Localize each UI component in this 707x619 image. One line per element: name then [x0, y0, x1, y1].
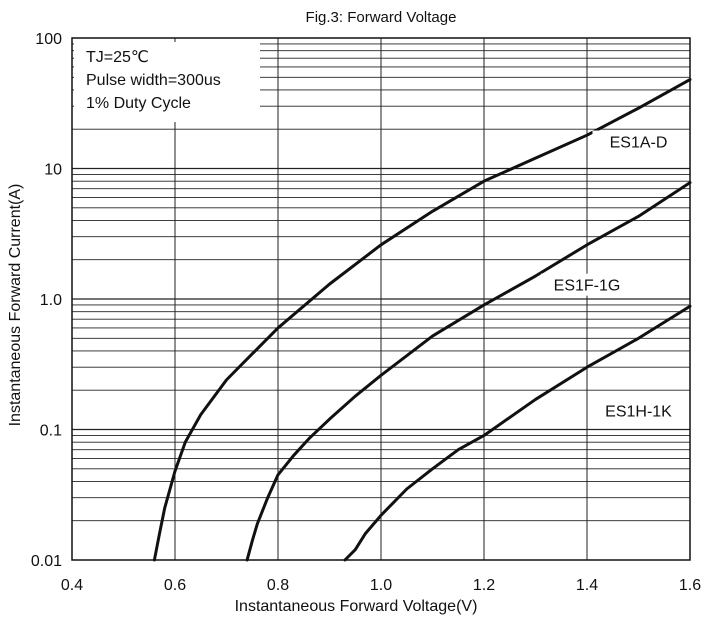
- chart-title: Fig.3: Forward Voltage: [306, 9, 457, 26]
- legend-condition: Pulse width=300us: [86, 72, 221, 89]
- series-label-background: [592, 130, 685, 153]
- grid: [72, 38, 690, 560]
- legend-condition: TJ=25℃: [86, 49, 149, 66]
- y-tick-label: 1.0: [40, 292, 62, 309]
- y-tick-label: 100: [35, 31, 62, 48]
- series-label-background: [592, 399, 685, 422]
- series-label: ES1H-1K: [605, 404, 672, 421]
- series-line: [245, 181, 692, 562]
- x-tick-label: 1.4: [576, 577, 598, 594]
- conditions-legend: TJ=25℃ Pulse width=300us 1% Duty Cycle: [74, 42, 260, 122]
- series-labels: ES1A-D ES1F-1G ES1H-1K: [541, 130, 685, 422]
- y-axis-title: Instantaneous Forward Current(A): [7, 184, 24, 427]
- y-tick-label: 0.01: [31, 553, 62, 570]
- series-line: [152, 78, 692, 562]
- y-tick-label: 10: [44, 162, 62, 179]
- x-tick-label: 0.6: [164, 577, 186, 594]
- x-tick-label: 1.6: [679, 577, 701, 594]
- x-tick-label: 1.0: [370, 577, 392, 594]
- series-label: ES1A-D: [610, 135, 668, 152]
- y-tick-label: 0.1: [40, 423, 62, 440]
- x-axis-title: Instantaneous Forward Voltage(V): [235, 598, 478, 615]
- legend-condition: 1% Duty Cycle: [86, 95, 191, 112]
- series-lines: [152, 78, 692, 562]
- x-tick-label: 0.8: [267, 577, 289, 594]
- x-tick-label: 1.2: [473, 577, 495, 594]
- tick-labels: 0.4 0.6 0.8 1.0 1.2 1.4 1.6 0.01 0.1 1.0 10 100: [31, 31, 701, 594]
- series-label: ES1F-1G: [554, 278, 621, 295]
- legend-background: [74, 42, 260, 122]
- x-tick-label: 0.4: [61, 577, 83, 594]
- series-line: [343, 304, 692, 562]
- plot-frame: [71, 37, 691, 561]
- series-label-background: [541, 273, 633, 296]
